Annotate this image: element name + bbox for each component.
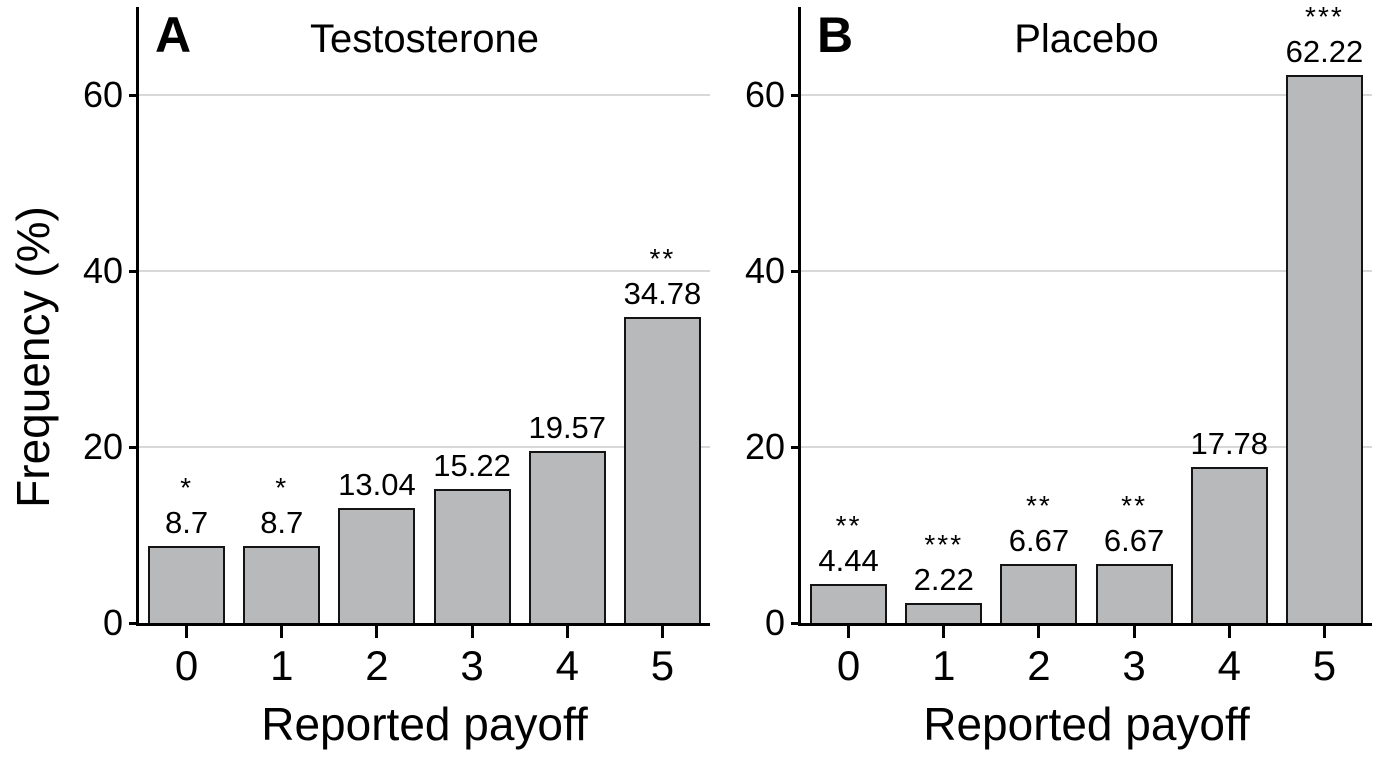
significance-stars-1: ***	[924, 529, 964, 561]
bar-value-label-1: 8.7	[260, 505, 304, 541]
bar-2	[338, 508, 416, 623]
significance-stars-5: ***	[1305, 1, 1344, 33]
x-tick-label-3: 3	[460, 642, 484, 689]
x-tick-label-2: 2	[1027, 642, 1051, 689]
panel-placebo: 0 20 40 60 4.44 ** 0 2.22 *** 1 6.67 ** 2 6.67 ** 3 17.7…	[745, 3, 1372, 747]
x-tick-mark-4	[1227, 626, 1231, 638]
significance-stars-2: **	[1026, 490, 1052, 522]
bar-value-label-5: 62.22	[1285, 34, 1364, 70]
gridline-20	[801, 446, 1372, 448]
x-tick-mark-2	[1037, 626, 1041, 638]
bar-1	[905, 603, 983, 623]
y-tick-label-60: 60	[82, 74, 123, 115]
x-tick-label-1: 1	[270, 642, 294, 689]
panel-letter-b: B	[817, 7, 854, 63]
x-tick-mark-4	[565, 626, 569, 638]
y-tick-mark-0	[791, 621, 801, 625]
bar-value-label-4: 19.57	[528, 409, 607, 445]
x-tick-label-5: 5	[1312, 642, 1337, 689]
bar-value-label-1: 2.22	[913, 562, 974, 598]
x-tick-label-4: 4	[1217, 642, 1241, 689]
x-tick-label-4: 4	[555, 642, 579, 689]
bar-4	[528, 450, 606, 623]
y-tick-mark-20	[791, 445, 801, 449]
y-axis-title: Frequency (%)	[7, 206, 59, 508]
x-tick-label-3: 3	[1122, 642, 1146, 689]
gridline-20	[139, 446, 710, 448]
bar-value-label-3: 15.22	[433, 448, 511, 484]
x-tick-label-2: 2	[365, 642, 389, 689]
bar-0	[148, 546, 226, 623]
bar-5	[623, 316, 701, 623]
significance-stars-0: **	[835, 509, 862, 541]
panel-letter-a: A	[155, 7, 192, 63]
bar-value-label-5: 34.78	[623, 275, 702, 311]
x-axis-title: Reported payoff	[923, 698, 1250, 750]
x-tick-mark-5	[1322, 626, 1326, 638]
y-tick-mark-60	[129, 93, 139, 97]
bar-5	[1285, 75, 1363, 623]
bar-1	[243, 546, 321, 623]
y-tick-label-20: 20	[744, 426, 785, 467]
gridline-60	[801, 94, 1372, 96]
y-tick-mark-0	[129, 621, 139, 625]
significance-stars-3: **	[1121, 490, 1147, 522]
panel-title-testosterone: Testosterone	[309, 17, 540, 61]
bar-3	[433, 489, 511, 623]
bar-value-label-2: 13.04	[338, 467, 416, 503]
x-axis-title: Reported payoff	[261, 698, 588, 750]
x-tick-mark-0	[847, 626, 851, 638]
y-tick-mark-60	[791, 93, 801, 97]
x-tick-label-0: 0	[174, 642, 199, 689]
x-tick-mark-3	[1132, 626, 1136, 638]
x-tick-label-5: 5	[650, 642, 675, 689]
x-tick-label-1: 1	[932, 642, 956, 689]
bar-value-label-2: 6.67	[1008, 523, 1070, 559]
x-tick-mark-0	[185, 626, 189, 638]
panel-testosterone: 0 20 40 60 8.7 * 0 8.7 * 1 13.04 2 15.22 3 19.57 4 34.78…	[83, 7, 710, 747]
y-tick-mark-40	[791, 269, 801, 273]
bar-2	[1000, 564, 1078, 623]
bar-value-label-4: 17.78	[1190, 425, 1269, 461]
significance-stars-5: **	[649, 242, 676, 274]
bar-value-label-3: 6.67	[1103, 523, 1165, 559]
bar-0	[810, 583, 888, 623]
bar-3	[1095, 564, 1173, 623]
panel-title-placebo: Placebo	[1014, 17, 1159, 61]
bar-value-label-0: 8.7	[165, 505, 209, 541]
bar-value-label-0: 4.44	[818, 542, 879, 578]
x-tick-label-0: 0	[836, 642, 861, 689]
y-tick-label-20: 20	[82, 426, 123, 467]
x-tick-mark-1	[280, 626, 284, 638]
significance-stars-0: *	[180, 472, 194, 504]
y-tick-label-0: 0	[102, 602, 123, 643]
y-tick-label-40: 40	[82, 250, 123, 291]
significance-stars-1: *	[275, 472, 289, 504]
x-tick-mark-2	[375, 626, 379, 638]
bar-4	[1190, 466, 1268, 623]
gridline-40	[801, 270, 1372, 272]
gridline-60	[139, 94, 710, 96]
y-tick-label-60: 60	[744, 74, 785, 115]
y-tick-label-0: 0	[764, 602, 785, 643]
y-tick-mark-20	[129, 445, 139, 449]
gridline-40	[139, 270, 710, 272]
x-tick-mark-3	[470, 626, 474, 638]
y-tick-label-40: 40	[744, 250, 785, 291]
x-tick-mark-1	[942, 626, 946, 638]
y-tick-mark-40	[129, 269, 139, 273]
x-tick-mark-5	[660, 626, 664, 638]
